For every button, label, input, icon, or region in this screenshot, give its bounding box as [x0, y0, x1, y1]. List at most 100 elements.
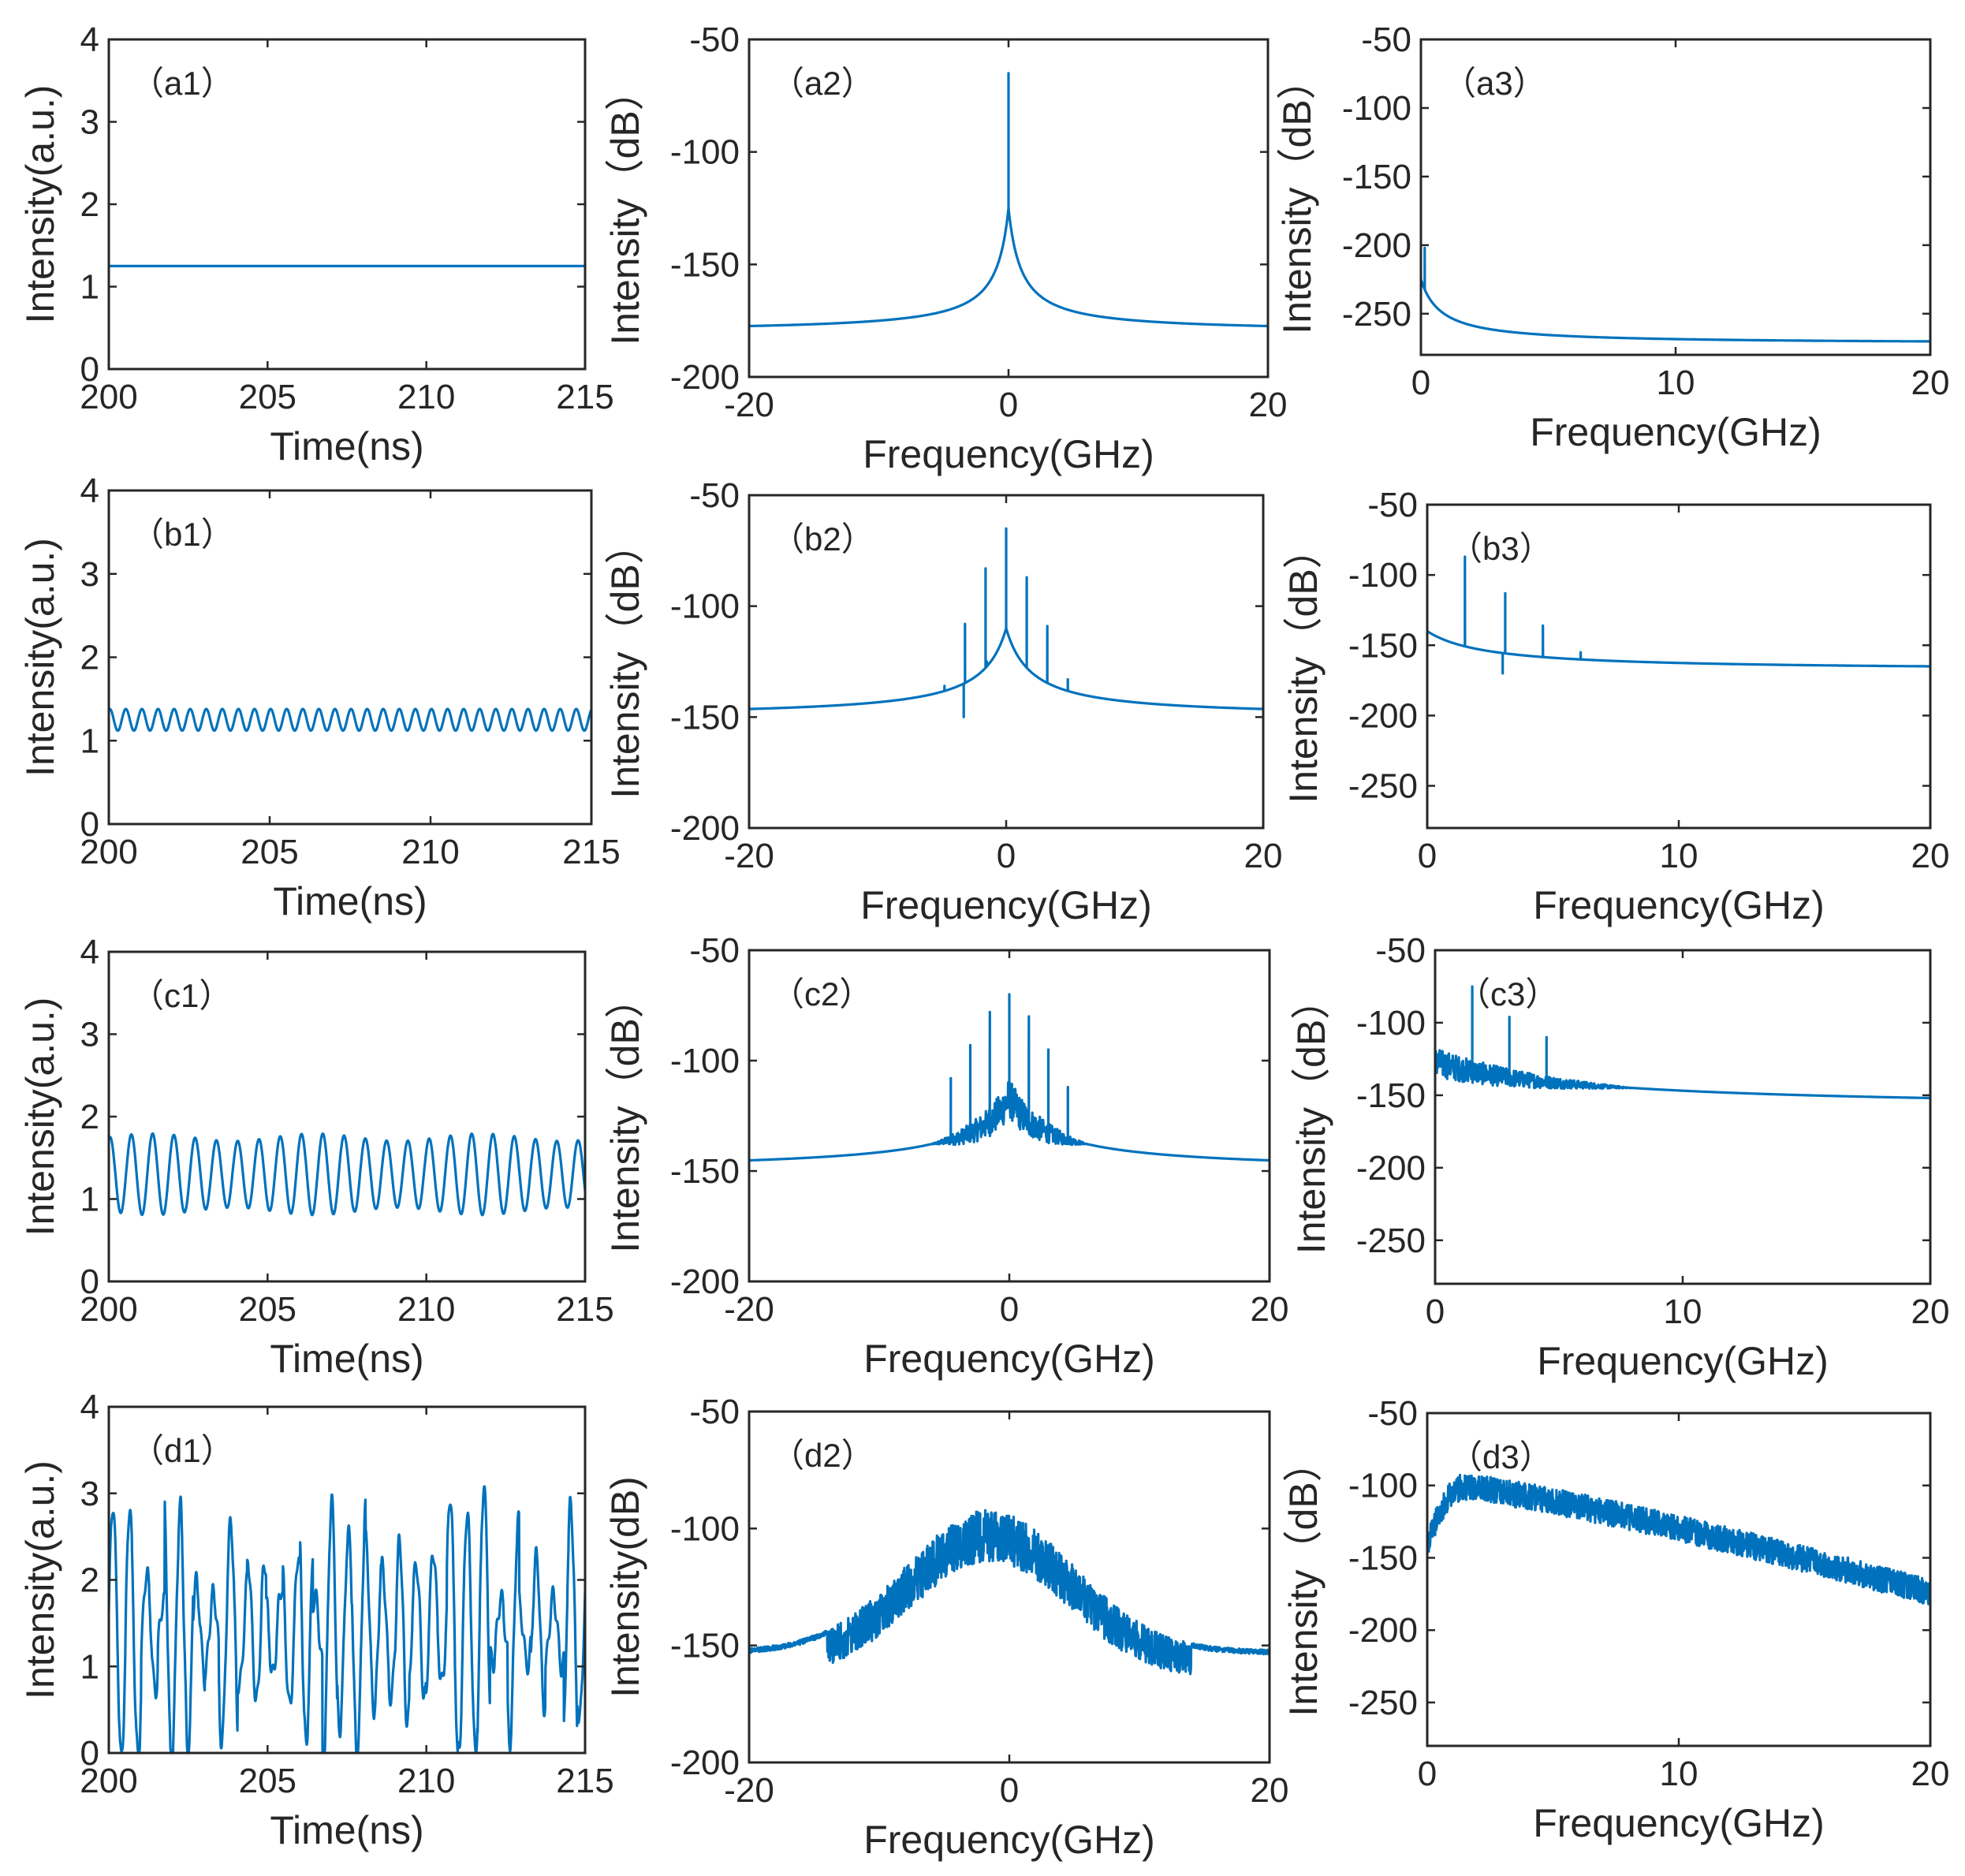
- x-tick-label: 20: [1244, 837, 1283, 875]
- x-axis-label: Frequency(GHz): [1533, 1801, 1825, 1845]
- x-tick-label: 10: [1664, 1292, 1702, 1331]
- y-tick-label: -50: [689, 476, 740, 515]
- x-tick-label: 0: [1418, 1755, 1437, 1793]
- y-tick-label: -200: [670, 358, 740, 397]
- x-tick-label: 20: [1911, 837, 1950, 875]
- panel-label: （c1）: [131, 977, 232, 1014]
- x-tick-label: 200: [80, 378, 137, 416]
- x-tick-label: 10: [1660, 837, 1698, 875]
- x-tick-label: 205: [240, 833, 298, 871]
- panel-c3: 0 10 20 -250 -200 -150 -100 -50 Frequency(GHz) In…: [1289, 931, 1949, 1383]
- panel-label: （d1）: [131, 1432, 234, 1469]
- y-tick-label: -200: [670, 809, 740, 848]
- y-tick-label: -50: [689, 931, 740, 970]
- y-tick-label: 3: [80, 555, 99, 594]
- x-axis-label: Frequency(GHz): [860, 883, 1152, 927]
- y-tick-label: 0: [80, 805, 99, 844]
- panel-label: （c2）: [771, 975, 872, 1013]
- y-tick-label: 4: [80, 933, 99, 972]
- y-tick-label: -100: [1342, 89, 1411, 128]
- x-tick-label: 0: [997, 837, 1016, 875]
- y-tick-label: -150: [670, 1627, 740, 1665]
- y-tick-label: -150: [670, 698, 740, 737]
- y-tick-label: 2: [80, 185, 99, 224]
- y-axis-label: Intensity（dB）: [1281, 1442, 1326, 1716]
- y-tick-label: -150: [670, 1152, 740, 1191]
- y-tick-label: 1: [80, 1647, 99, 1686]
- x-axis-label: Time(ns): [270, 424, 423, 468]
- y-axis-label: Intensity（dB）: [603, 71, 647, 345]
- x-tick-label: 210: [397, 1290, 455, 1329]
- x-axis-label: Frequency(GHz): [863, 1337, 1155, 1381]
- y-tick-label: -150: [1348, 1538, 1418, 1577]
- y-tick-label: -150: [1348, 626, 1418, 665]
- y-tick-label: 0: [80, 1262, 99, 1301]
- x-tick-label: 205: [239, 1290, 296, 1329]
- x-axis-label: Time(ns): [273, 879, 427, 923]
- y-tick-label: 1: [80, 268, 99, 307]
- panel-d3: 0 10 20 -250 -200 -150 -100 -50 Frequency(GHz) In…: [1281, 1394, 1949, 1845]
- y-tick-label: -250: [1342, 295, 1411, 334]
- x-tick-label: 20: [1251, 1290, 1289, 1329]
- x-tick-label: 200: [80, 1762, 137, 1800]
- panel-d1: 200 205 210 215 0 1 2 3 4 Time(ns) Intensity(a.u.)…: [18, 1388, 614, 1852]
- y-tick-label: 0: [80, 350, 99, 389]
- panel-label: （a2）: [771, 65, 874, 102]
- x-tick-label: 20: [1249, 386, 1288, 424]
- x-axis-label: Frequency(GHz): [1537, 1339, 1829, 1383]
- y-tick-label: 2: [80, 1561, 99, 1600]
- panel-label: （d3）: [1449, 1438, 1553, 1475]
- y-axis-label: Intensity(a.u.): [18, 998, 62, 1236]
- x-tick-label: 20: [1911, 364, 1950, 402]
- y-tick-label: -100: [1348, 556, 1418, 595]
- panel-label: （a1）: [131, 65, 234, 102]
- x-tick-label: 20: [1911, 1755, 1950, 1793]
- panel-c1: 200 205 210 215 0 1 2 3 4 Time(ns) Intensity(a.u.)…: [18, 933, 614, 1381]
- x-tick-label: 210: [401, 833, 459, 871]
- panel-label: （a3）: [1443, 65, 1546, 102]
- series-line-b2: [749, 527, 1263, 718]
- x-tick-label: -20: [724, 1290, 774, 1329]
- series-line-a2: [749, 72, 1268, 328]
- panel-a2: -20 0 20-200-150-100-50Frequency(GHz)Inten…: [603, 21, 1287, 476]
- y-tick-label: 3: [80, 1475, 99, 1513]
- y-tick-label: 1: [80, 1180, 99, 1219]
- y-tick-label: 2: [80, 1098, 99, 1136]
- x-tick-label: 200: [80, 1290, 137, 1329]
- x-tick-label: 0: [1418, 837, 1437, 875]
- y-tick-label: -50: [1375, 931, 1426, 970]
- panel-d2: -20 0 20-200-150-100-50Frequency(GHz)Inten…: [603, 1393, 1288, 1862]
- x-tick-label: 215: [556, 1762, 613, 1800]
- series-line-c1: [109, 1132, 585, 1217]
- y-tick-label: 4: [80, 472, 99, 510]
- series-line-b3: [1427, 555, 1930, 675]
- y-tick-label: -250: [1348, 1684, 1418, 1722]
- x-tick-label: 215: [556, 1290, 613, 1329]
- y-tick-label: -100: [670, 133, 740, 172]
- panel-label: （d2）: [771, 1437, 874, 1474]
- x-tick-label: 0: [1426, 1292, 1445, 1331]
- y-tick-label: -100: [670, 1509, 740, 1548]
- x-axis-label: Time(ns): [270, 1808, 423, 1852]
- panel-c2: -20 0 20-200-150-100-50Frequency(GHz)Inten…: [603, 931, 1288, 1381]
- series-line-d2: [749, 1509, 1270, 1676]
- x-tick-label: 215: [556, 378, 613, 416]
- y-tick-label: -250: [1348, 767, 1418, 806]
- x-tick-label: 205: [239, 378, 296, 416]
- y-tick-label: -150: [1356, 1076, 1426, 1115]
- y-tick-label: -200: [1342, 226, 1411, 265]
- panel-b3: 0 10 20 -250 -200 -150 -100 -50 Frequency(GHz) In…: [1281, 486, 1949, 927]
- y-tick-label: 3: [80, 103, 99, 142]
- x-axis-label: Time(ns): [270, 1337, 423, 1381]
- series-line-d1: [109, 1485, 585, 1753]
- panel-b2: -20 0 20-200-150-100-50Frequency(GHz)Inten…: [603, 476, 1282, 927]
- x-tick-label: 200: [80, 833, 137, 871]
- panel-b1: 200 205 210 215 0 1 2 3 4 Time(ns) Intensity(a.u.)…: [18, 472, 621, 923]
- y-tick-label: 3: [80, 1016, 99, 1054]
- y-tick-label: -100: [1348, 1467, 1418, 1505]
- y-tick-label: -200: [1348, 696, 1418, 735]
- x-tick-label: -20: [724, 386, 774, 424]
- y-axis-label: Intensity(dB): [603, 1476, 647, 1698]
- x-tick-label: 0: [1411, 364, 1430, 402]
- x-tick-label: 0: [999, 386, 1018, 424]
